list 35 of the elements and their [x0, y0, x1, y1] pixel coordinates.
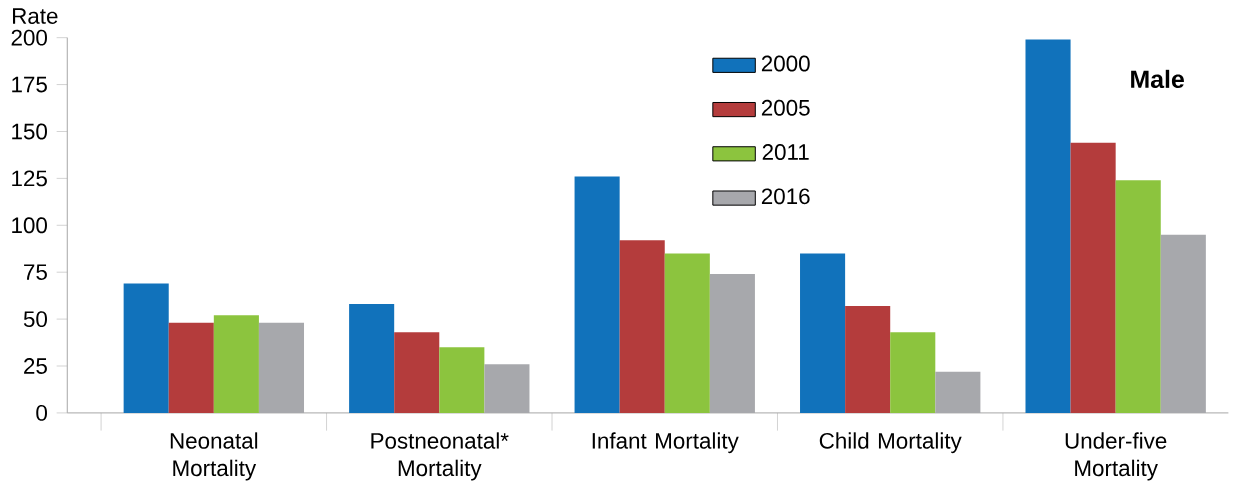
- x-tick-label: Child Mortality: [819, 432, 962, 454]
- bar: [123, 283, 169, 413]
- x-tick-label: Neonatal Mortality: [170, 432, 258, 481]
- bar: [394, 332, 440, 413]
- y-tick-label: 175: [12, 76, 47, 93]
- x-tick-label: Infant Mortality: [592, 432, 739, 454]
- legend-label: 2005: [761, 99, 810, 116]
- y-tick-label: 150: [12, 123, 47, 140]
- bar: [664, 253, 710, 413]
- y-tick-label: 25: [24, 358, 47, 375]
- bar: [845, 306, 891, 413]
- y-tick-label: 200: [11, 29, 47, 46]
- bar: [1070, 142, 1116, 413]
- bar: [168, 322, 214, 413]
- y-axis-title: Rate: [13, 8, 58, 24]
- bar: [800, 253, 846, 413]
- annotation: Male: [1131, 69, 1184, 89]
- y-tick-label: 100: [12, 217, 47, 234]
- y-tick-label: 125: [12, 170, 47, 187]
- legend-label: 2011: [762, 144, 809, 161]
- bar: [349, 304, 395, 413]
- y-tick-label: 50: [23, 311, 47, 328]
- bar: [619, 240, 665, 413]
- x-tick-label: Under-five Mortality: [1065, 432, 1167, 481]
- bar: [1025, 39, 1071, 413]
- legend-label: 2000: [761, 55, 810, 72]
- y-tick-label: 75: [24, 264, 47, 281]
- x-tick-label: Postneonatal* Mortality: [371, 432, 509, 481]
- bar: [574, 176, 620, 413]
- bar: [213, 315, 259, 413]
- bar: [439, 347, 485, 413]
- y-tick-label: 0: [36, 405, 47, 421]
- bar: [890, 332, 936, 413]
- bar: [1115, 180, 1161, 413]
- legend-label: 2016: [761, 188, 810, 205]
